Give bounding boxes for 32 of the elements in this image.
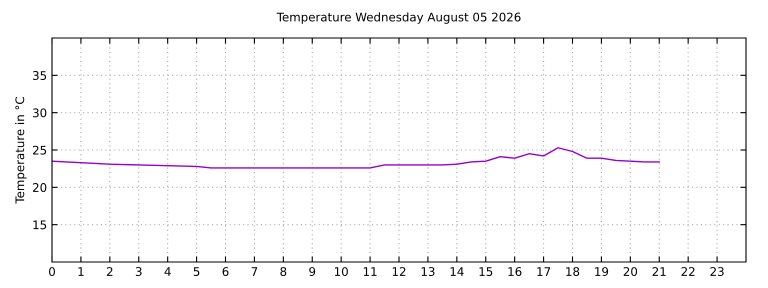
x-tick-label: 16 <box>508 267 522 276</box>
x-tick-label: 6 <box>222 267 229 276</box>
line-series <box>52 147 660 169</box>
x-tick-label: 4 <box>164 267 171 276</box>
y-tick-label: 25 <box>32 146 46 155</box>
x-tick-label: 3 <box>136 267 142 276</box>
x-tick-label: 15 <box>480 267 492 276</box>
x-tick-label: 22 <box>682 267 694 276</box>
y-tick-label: 15 <box>33 220 46 230</box>
x-tick-label: 8 <box>280 267 286 276</box>
x-tick-label: 18 <box>566 267 580 276</box>
x-tick-label: 7 <box>252 267 258 276</box>
x-tick-label: 20 <box>624 267 638 276</box>
x-tick-label: 19 <box>595 267 608 276</box>
y-tick-label: 30 <box>33 108 46 118</box>
x-tick-label: 2 <box>106 267 112 276</box>
x-tick-label: 13 <box>422 267 434 276</box>
y-tick-label: 20 <box>32 183 46 192</box>
x-tick-label: 10 <box>334 267 348 276</box>
x-tick-label: 1 <box>78 267 84 276</box>
y-tick-label: 35 <box>33 71 46 80</box>
x-tick-label: 23 <box>710 267 724 276</box>
x-tick-label: 21 <box>652 267 666 276</box>
x-tick-label: 9 <box>309 267 316 276</box>
x-tick-label: 11 <box>364 267 377 276</box>
x-tick-label: 14 <box>450 267 464 276</box>
y-axis-title: Temperature in °C <box>15 97 27 204</box>
x-tick-label: 5 <box>194 267 200 276</box>
x-tick-label: 17 <box>537 267 550 276</box>
x-tick-label: 0 <box>49 267 55 276</box>
x-tick-label: 12 <box>392 267 406 276</box>
chart-title: Temperature Wednesday August 05 2026 <box>276 12 521 24</box>
